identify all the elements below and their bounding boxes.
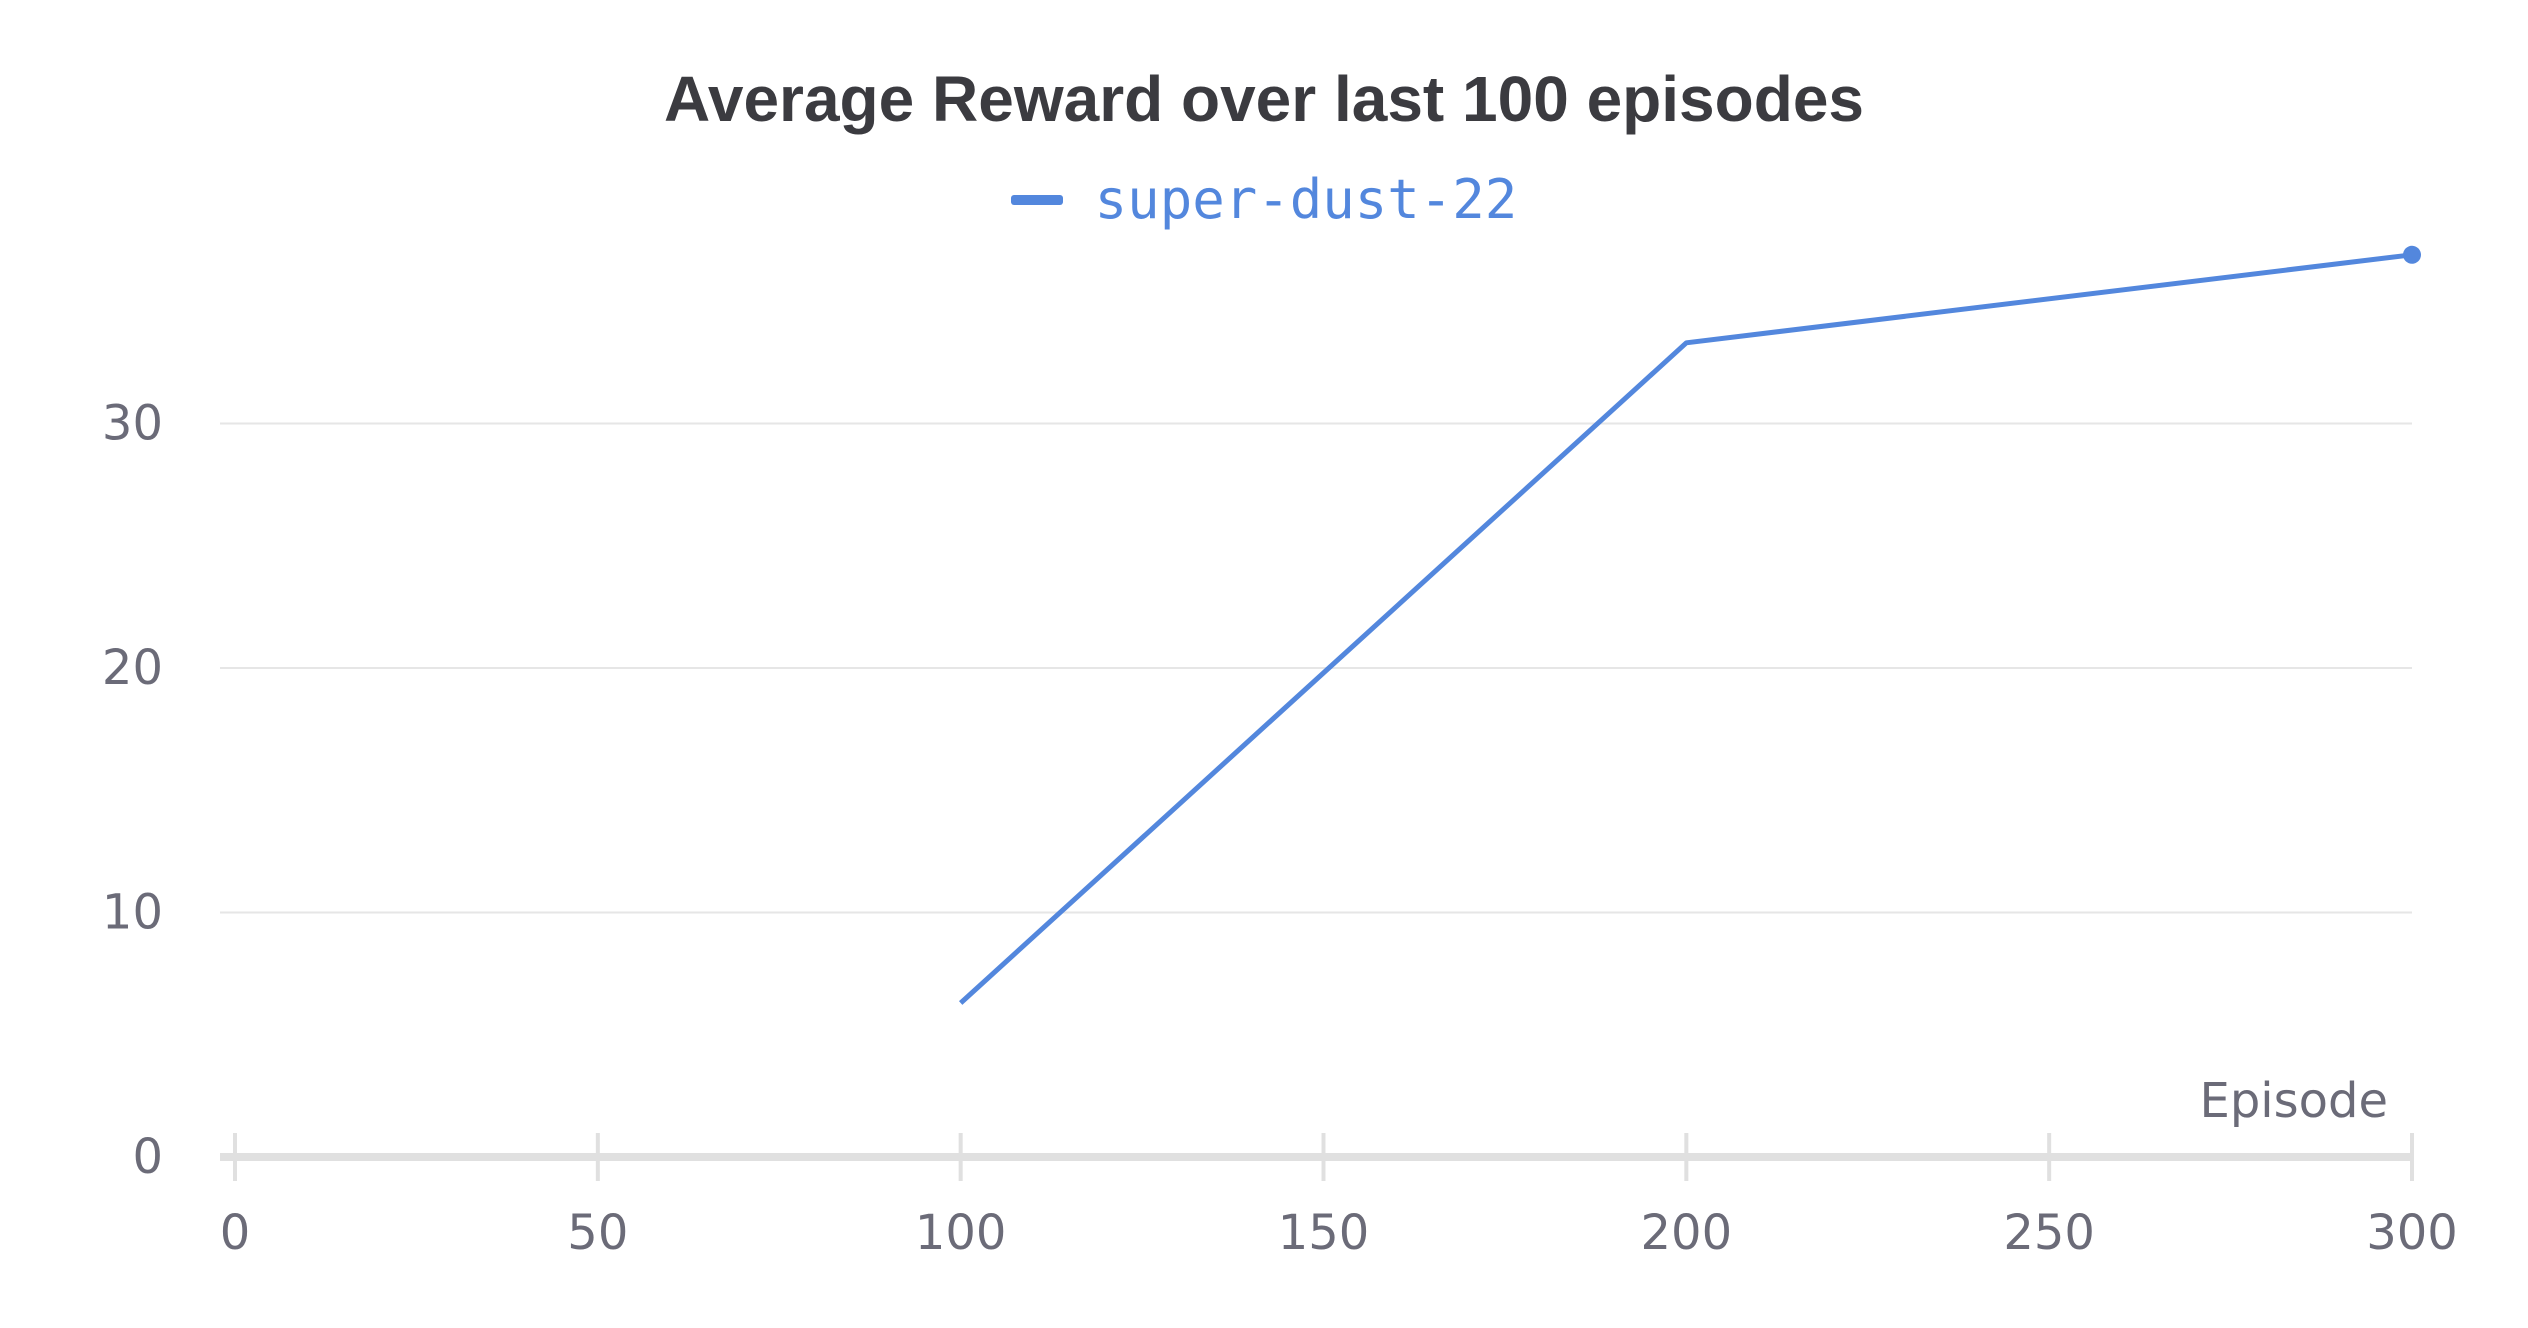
chart-title: Average Reward over last 100 episodes: [664, 63, 1864, 135]
legend[interactable]: super-dust-22: [0, 168, 2528, 231]
legend-swatch: [1010, 194, 1063, 205]
x-axis-label: Episode: [2199, 1073, 2388, 1129]
x-tick-label: 250: [2003, 1205, 2095, 1261]
series-line: [958, 252, 2413, 1005]
axes: [220, 1133, 2414, 1181]
series-layer: [958, 245, 2421, 1005]
y-tick-label: 20: [102, 640, 163, 696]
legend-label: super-dust-22: [1094, 168, 1518, 231]
x-tick-label: 100: [915, 1205, 1007, 1261]
y-tick-label: 30: [102, 396, 163, 452]
x-tick-label: 50: [567, 1205, 628, 1261]
y-tick-label: 0: [132, 1129, 163, 1185]
series-endpoint-marker: [2403, 245, 2421, 264]
x-tick-label: 300: [2366, 1205, 2458, 1261]
y-tick-label: 10: [102, 885, 163, 941]
grid-lines: [220, 422, 2412, 914]
x-tick-label: 200: [1641, 1205, 1733, 1261]
x-tick-label: 0: [220, 1205, 251, 1261]
x-tick-label: 150: [1278, 1205, 1370, 1261]
